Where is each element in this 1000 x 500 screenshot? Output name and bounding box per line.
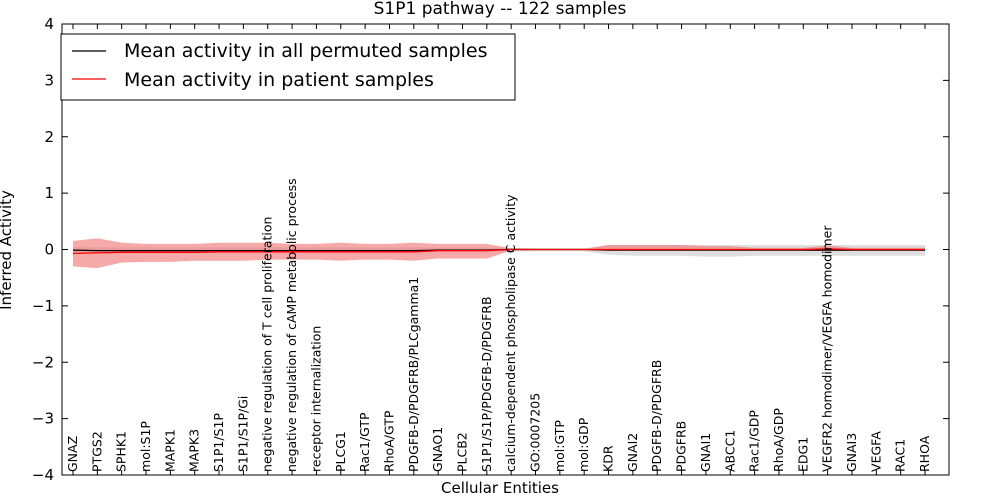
- x-tick-label: GNAI2: [625, 433, 640, 472]
- x-tick-label: SPHK1: [114, 431, 129, 472]
- x-tick-label: VEGFR2 homodimer/VEGFA homodimer: [820, 225, 835, 472]
- x-tick-label: Rac1/GTP: [357, 412, 372, 472]
- x-tick-label: MAPK3: [187, 429, 202, 472]
- chart-title: S1P1 pathway -- 122 samples: [374, 0, 627, 19]
- legend-box: [60, 33, 516, 101]
- x-tick-label: RhoA/GTP: [382, 410, 397, 472]
- y-tick-label: −1: [32, 297, 54, 315]
- y-tick-label: 1: [44, 184, 54, 202]
- x-tick-label: KDR: [601, 445, 616, 472]
- x-tick-label: mol:GDP: [576, 417, 591, 472]
- x-tick-label: RHOA: [917, 435, 932, 472]
- x-tick-label: receptor internalization: [308, 326, 323, 472]
- y-tick-label: 3: [44, 71, 54, 89]
- x-tick-label: S1P1/S1P/Gi: [235, 396, 250, 472]
- x-tick-label: negative regulation of cAMP metabolic pr…: [284, 178, 299, 472]
- y-tick-label: −2: [32, 353, 54, 371]
- legend-label-permuted: Mean activity in all permuted samples: [124, 40, 487, 62]
- x-tick-label: PLCG1: [333, 431, 348, 472]
- y-tick-label: 2: [44, 128, 54, 146]
- legend-label-patient: Mean activity in patient samples: [124, 69, 434, 91]
- x-tick-label: mol:S1P: [138, 421, 153, 472]
- x-tick-label: GNAI3: [844, 433, 859, 472]
- legend: Mean activity in all permuted samples Me…: [60, 33, 516, 101]
- x-tick-label: PDGFB-D/PDGFRB: [649, 360, 664, 472]
- x-tick-label: negative regulation of T cell proliferat…: [260, 217, 275, 472]
- x-tick-label: PLCB2: [455, 432, 470, 472]
- x-tick-label: VEGFA: [868, 431, 883, 472]
- x-axis-label: Cellular Entities: [441, 479, 559, 497]
- x-tick-label: S1P1/S1P/PDGFB-D/PDGFRB: [479, 296, 494, 472]
- x-tick-label: GNAZ: [65, 436, 80, 472]
- x-tick-label: GO:0007205: [528, 393, 543, 472]
- y-tick-label: 0: [44, 241, 54, 259]
- band-patient: [73, 238, 925, 269]
- x-tick-label: MAPK1: [162, 429, 177, 472]
- line-patient: [72, 248, 925, 255]
- x-tick-label: mol:GTP: [552, 420, 567, 472]
- x-tick-label: Rac1/GDP: [747, 410, 762, 472]
- y-axis-label: Inferred Activity: [0, 190, 15, 310]
- x-tick-label: S1P1/S1P: [211, 413, 226, 472]
- x-tick-label: PDGFB-D/PDGFRB/PLCgamma1: [406, 277, 421, 472]
- y-tick-label: 4: [44, 15, 54, 33]
- x-tick-label: RAC1: [893, 439, 908, 472]
- x-tick-label: ABCC1: [722, 430, 737, 472]
- x-tick-label: GNAI1: [698, 433, 713, 472]
- x-tick-label: GNAO1: [430, 427, 445, 472]
- x-tick-label: RhoA/GDP: [771, 408, 786, 472]
- x-tick-label: PTGS2: [89, 431, 104, 472]
- x-tick-label: calcium-dependent phospholipase C activi…: [503, 194, 518, 472]
- y-tick-label: −3: [32, 410, 54, 428]
- x-tick-label: EDG1: [795, 437, 810, 472]
- y-tick-label: −4: [32, 466, 54, 484]
- x-tick-label: PDGFRB: [674, 421, 689, 472]
